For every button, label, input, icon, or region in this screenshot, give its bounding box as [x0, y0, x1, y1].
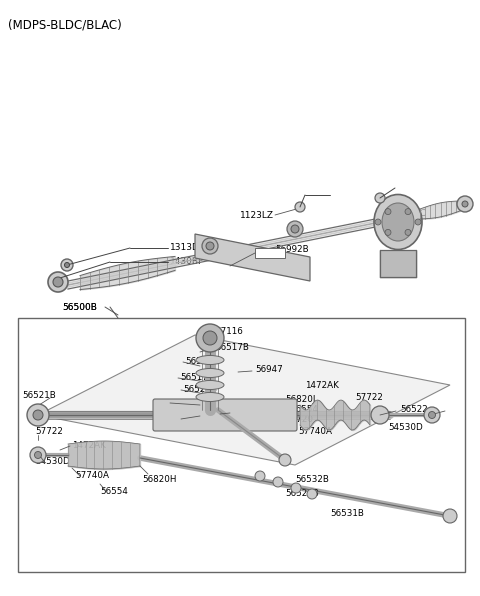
- Ellipse shape: [196, 368, 224, 377]
- Text: 56510B: 56510B: [183, 414, 217, 423]
- Circle shape: [443, 509, 457, 523]
- Circle shape: [375, 193, 385, 203]
- Circle shape: [385, 229, 391, 235]
- Text: 54530D: 54530D: [35, 458, 70, 467]
- Circle shape: [405, 229, 411, 235]
- Text: 1472AK: 1472AK: [305, 380, 339, 390]
- Circle shape: [64, 262, 70, 268]
- Text: 56500B: 56500B: [62, 303, 97, 312]
- Circle shape: [279, 454, 291, 466]
- Circle shape: [291, 483, 301, 493]
- Text: 1123MC: 1123MC: [390, 209, 427, 218]
- Text: 56820J: 56820J: [285, 396, 315, 405]
- Circle shape: [53, 277, 63, 287]
- Text: 57720: 57720: [285, 415, 313, 424]
- Circle shape: [287, 221, 303, 237]
- Text: 57740A: 57740A: [298, 427, 332, 436]
- Circle shape: [30, 447, 46, 463]
- Text: 57116: 57116: [215, 327, 243, 337]
- Text: 56551A: 56551A: [232, 408, 266, 418]
- Circle shape: [48, 272, 68, 292]
- Polygon shape: [38, 335, 450, 465]
- Circle shape: [415, 219, 421, 225]
- Circle shape: [255, 471, 265, 481]
- Text: 56992B: 56992B: [275, 244, 309, 253]
- Circle shape: [291, 225, 299, 233]
- Text: 56524B: 56524B: [285, 489, 319, 498]
- Text: 56521B: 56521B: [22, 392, 56, 401]
- Text: 56532B: 56532B: [295, 476, 329, 485]
- Polygon shape: [195, 234, 310, 281]
- Circle shape: [462, 201, 468, 207]
- Circle shape: [203, 331, 217, 345]
- Text: 1313DA: 1313DA: [170, 244, 206, 253]
- Text: 56531B: 56531B: [330, 508, 364, 517]
- Text: 56517A: 56517A: [180, 372, 214, 381]
- Circle shape: [35, 452, 41, 458]
- Circle shape: [457, 196, 473, 212]
- Circle shape: [405, 209, 411, 215]
- Circle shape: [371, 406, 389, 424]
- Text: 1430BF: 1430BF: [170, 257, 204, 266]
- Circle shape: [429, 411, 435, 418]
- Text: 56516A: 56516A: [185, 358, 219, 367]
- Text: 57740A: 57740A: [75, 471, 109, 480]
- Text: 56947: 56947: [255, 365, 283, 374]
- Circle shape: [196, 324, 224, 352]
- Ellipse shape: [382, 203, 414, 241]
- Text: 57722: 57722: [35, 427, 63, 436]
- Text: 56820H: 56820H: [142, 474, 177, 483]
- Circle shape: [206, 242, 214, 250]
- Circle shape: [385, 209, 391, 215]
- Circle shape: [307, 489, 317, 499]
- Circle shape: [202, 238, 218, 254]
- Circle shape: [424, 407, 440, 423]
- Text: 56554: 56554: [100, 488, 128, 496]
- FancyBboxPatch shape: [255, 248, 285, 258]
- FancyBboxPatch shape: [153, 399, 297, 431]
- Bar: [380, 250, 416, 277]
- Text: 56525B: 56525B: [183, 386, 217, 395]
- Circle shape: [295, 202, 305, 212]
- Circle shape: [33, 410, 43, 420]
- Circle shape: [273, 477, 283, 487]
- Bar: [18, 318, 465, 572]
- Ellipse shape: [374, 194, 422, 250]
- Ellipse shape: [196, 380, 224, 390]
- Text: 56517B: 56517B: [215, 343, 249, 352]
- Circle shape: [375, 219, 381, 225]
- Ellipse shape: [196, 393, 224, 402]
- Text: 56551C: 56551C: [172, 399, 206, 408]
- Text: 1472AK: 1472AK: [72, 440, 106, 449]
- Ellipse shape: [196, 355, 224, 365]
- Text: 1123LZ: 1123LZ: [240, 210, 274, 219]
- Text: 56522: 56522: [400, 405, 428, 414]
- Text: 57722: 57722: [355, 393, 383, 402]
- Text: 56500B: 56500B: [62, 303, 97, 312]
- Circle shape: [27, 404, 49, 426]
- Text: (MDPS-BLDC/BLAC): (MDPS-BLDC/BLAC): [8, 18, 122, 31]
- Text: 54530D: 54530D: [388, 424, 423, 433]
- Circle shape: [61, 259, 73, 271]
- Text: 56554: 56554: [290, 405, 318, 414]
